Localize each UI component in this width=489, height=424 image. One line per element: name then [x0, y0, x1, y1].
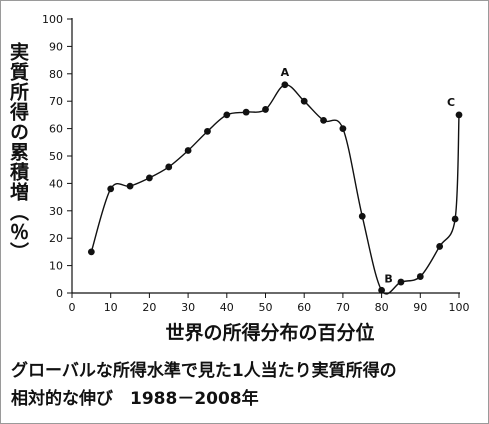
x-tick-label: 40: [220, 301, 234, 314]
y-tick-label: 20: [49, 232, 63, 245]
data-points: [87, 81, 463, 294]
y-tick-label: 50: [49, 150, 63, 163]
y-tick-label: 10: [49, 260, 63, 273]
data-point: [281, 81, 289, 89]
y-tick-label: 60: [49, 123, 63, 136]
x-tick-label: 70: [336, 301, 350, 314]
data-point: [165, 163, 173, 171]
series-line: [90, 84, 460, 295]
annotations: A B C: [281, 66, 455, 286]
data-point: [146, 174, 153, 182]
y-tick-label: 80: [49, 68, 63, 81]
data-point: [204, 127, 211, 135]
data-point: [455, 111, 463, 119]
data-point: [320, 116, 327, 124]
data-point: [451, 215, 459, 223]
data-point: [223, 111, 231, 119]
y-axis-label: 実質所得の累積増（％）: [7, 42, 29, 262]
data-point: [126, 182, 134, 190]
data-point: [242, 108, 250, 116]
axes: [67, 18, 460, 298]
y-tick-label: 100: [42, 13, 63, 26]
x-axis-label: 世界の所得分布の百分位: [165, 322, 375, 344]
data-point: [378, 286, 385, 294]
data-point: [184, 147, 192, 154]
chart-caption: グローバルな所得水準で見た1人当たり実質所得の 相対的な伸び 1988－2008…: [11, 361, 397, 409]
data-point: [397, 278, 405, 286]
x-tick-label: 60: [297, 301, 311, 314]
data-point: [262, 106, 269, 113]
x-tick-label: 10: [104, 301, 118, 314]
data-point: [436, 243, 444, 250]
annotation-label: B: [384, 272, 392, 285]
data-point: [87, 248, 95, 256]
y-tick-label: 30: [49, 205, 63, 218]
x-tick-label: 30: [181, 301, 195, 314]
y-tick-label: 70: [49, 95, 63, 108]
annotation-label: A: [281, 66, 290, 79]
x-tick-label: 100: [449, 301, 470, 314]
x-tick-label: 80: [375, 301, 389, 314]
y-tick-label: 40: [49, 177, 63, 190]
data-point: [339, 125, 347, 132]
x-tick-label: 20: [142, 301, 156, 314]
data-point: [416, 273, 424, 280]
data-point: [300, 97, 308, 105]
x-tick-label: 90: [413, 301, 427, 314]
tick-labels: 0 10 20 30 40 50 60 70 80 90 100 0 10 20 30 40 50 60 70 80 9…: [42, 13, 470, 314]
y-tick-label: 0: [56, 287, 63, 300]
y-tick-label: 90: [49, 40, 63, 53]
annotation-label: C: [447, 96, 455, 109]
x-tick-label: 50: [259, 301, 273, 314]
x-tick-label: 0: [69, 301, 76, 314]
data-point: [358, 212, 366, 220]
data-point: [107, 185, 115, 193]
